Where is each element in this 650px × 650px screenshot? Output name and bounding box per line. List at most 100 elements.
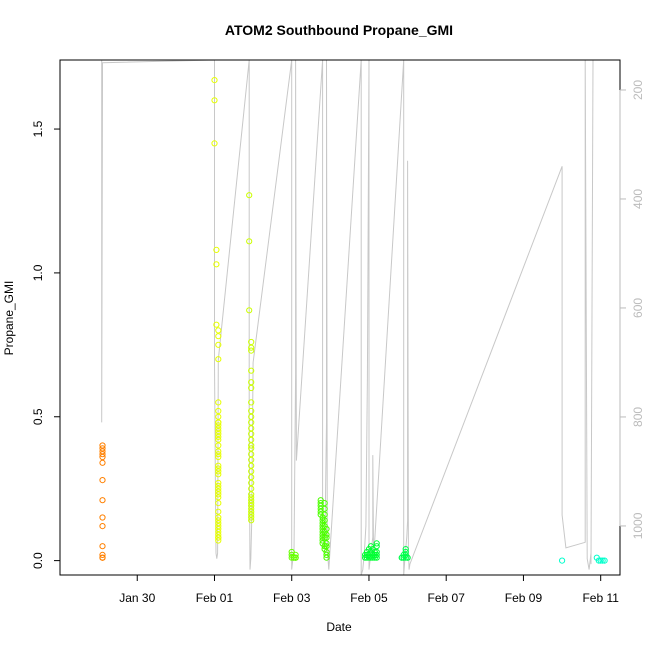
data-point	[248, 468, 255, 475]
data-point	[248, 419, 255, 426]
x-tick-label: Feb 07	[428, 591, 466, 605]
data-point	[248, 338, 255, 346]
data-point	[248, 445, 255, 452]
data-point	[215, 465, 222, 472]
data-point	[215, 436, 222, 443]
data-point	[215, 479, 222, 486]
data-point	[246, 307, 253, 314]
data-point	[402, 546, 409, 553]
data-point	[215, 419, 222, 426]
data-point	[213, 246, 220, 253]
data-point	[215, 534, 222, 541]
data-point	[215, 422, 222, 429]
data-point	[215, 482, 222, 489]
data-point	[215, 356, 222, 363]
data-point	[215, 531, 222, 538]
data-point	[319, 534, 326, 541]
data-point	[317, 508, 324, 515]
data-point	[373, 543, 380, 550]
data-point	[215, 453, 222, 461]
data-point	[215, 442, 222, 449]
data-point	[292, 551, 299, 559]
x-tick-label: Feb 01	[196, 591, 234, 605]
data-point	[211, 140, 218, 147]
data-point	[246, 238, 253, 245]
data-point	[99, 448, 106, 455]
data-point	[248, 430, 255, 438]
data-point	[248, 502, 255, 509]
chart-title: ATOM2 Southbound Propane_GMI	[225, 22, 453, 38]
data-point	[323, 543, 330, 550]
data-point	[211, 97, 218, 104]
data-point	[215, 448, 222, 455]
data-point	[317, 505, 324, 512]
data-point	[215, 537, 222, 544]
data-point	[211, 77, 218, 84]
right-axis: 200 400 600 800 1000	[619, 80, 645, 539]
x-tick-label: Feb 11	[582, 591, 619, 605]
data-point	[321, 517, 328, 524]
x-tick-label: Jan 30	[119, 591, 155, 605]
data-point	[215, 500, 222, 507]
data-point	[215, 517, 222, 524]
data-point	[99, 451, 106, 458]
x-tick-label: Feb 09	[505, 591, 543, 605]
data-point	[321, 505, 328, 512]
data-point	[99, 543, 106, 550]
data-point	[215, 413, 222, 420]
data-point	[248, 494, 255, 501]
data-point	[215, 508, 222, 515]
data-point	[597, 557, 604, 564]
data-point	[373, 551, 380, 559]
data-point	[323, 551, 330, 559]
data-point	[248, 442, 255, 449]
data-point	[373, 540, 380, 547]
data-point	[215, 341, 222, 348]
y-axis-label: Propane_GMI	[2, 281, 16, 356]
data-point	[215, 433, 222, 440]
data-point	[99, 442, 106, 449]
data-point	[248, 491, 255, 498]
x-tick-label: Feb 03	[273, 591, 311, 605]
data-point	[323, 534, 330, 541]
y-tick-label: 0.0	[31, 552, 45, 569]
x-tick-label: Feb 05	[350, 591, 388, 605]
data-point	[215, 520, 222, 527]
data-point	[248, 508, 255, 515]
data-point	[246, 192, 253, 199]
data-point	[402, 548, 409, 556]
data-point	[215, 471, 222, 478]
data-point	[215, 327, 222, 334]
right-tick-label: 400	[631, 189, 645, 209]
data-point	[215, 428, 222, 435]
right-tick-label: 800	[631, 407, 645, 427]
data-point	[248, 517, 255, 524]
data-point	[215, 494, 222, 501]
data-point	[248, 505, 255, 512]
data-point	[248, 384, 255, 392]
data-point	[321, 511, 328, 518]
data-point	[215, 399, 222, 406]
data-point	[402, 554, 409, 561]
data-point	[248, 511, 255, 518]
data-point	[215, 425, 222, 432]
data-point	[99, 554, 106, 561]
data-point	[248, 347, 255, 354]
data-point	[323, 531, 330, 538]
data-point	[248, 436, 255, 443]
data-point	[215, 407, 222, 415]
y-tick-label: 0.5	[31, 408, 45, 425]
data-point	[319, 517, 326, 524]
data-point	[99, 477, 106, 484]
data-point	[99, 551, 106, 559]
data-point	[99, 459, 106, 466]
data-point	[248, 367, 255, 374]
data-point	[213, 321, 220, 328]
data-point	[215, 528, 222, 535]
data-point	[248, 344, 255, 351]
data-point	[323, 540, 330, 547]
data-point	[599, 557, 606, 564]
data-point	[215, 333, 222, 340]
plot-frame	[59, 59, 621, 576]
